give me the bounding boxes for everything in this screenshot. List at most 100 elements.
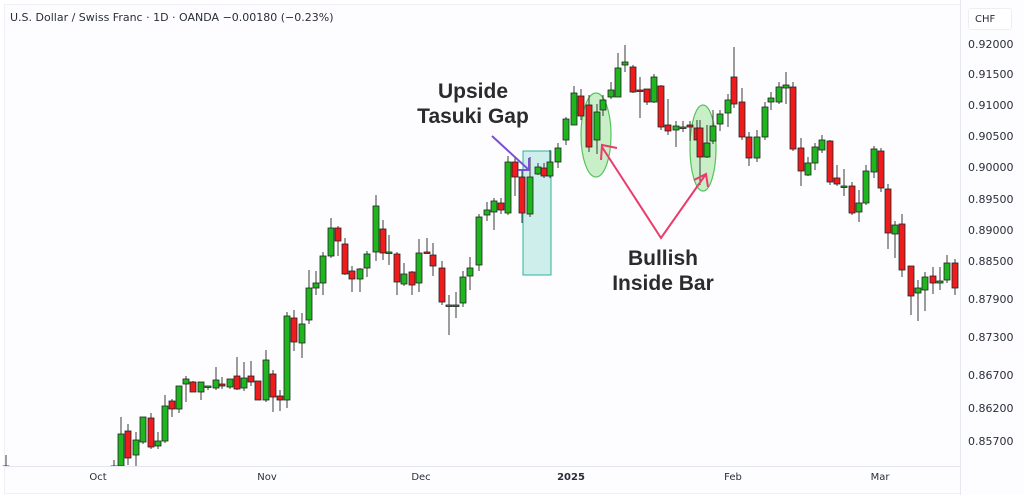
- candle: [730, 47, 738, 108]
- candle: [400, 263, 408, 286]
- candle: [650, 74, 658, 103]
- candle: [907, 265, 915, 315]
- candle: [914, 280, 922, 321]
- price-chart[interactable]: [0, 0, 960, 466]
- price-label: 0.89000: [968, 224, 1014, 237]
- candle: [738, 88, 746, 140]
- price-label: 0.88500: [968, 255, 1014, 268]
- candle: [870, 146, 878, 178]
- candle: [334, 226, 342, 256]
- candle: [110, 460, 118, 466]
- candle: [614, 53, 622, 98]
- candle: [753, 130, 761, 162]
- candle: [438, 261, 446, 305]
- inside-bar-label: Bullish Inside Bar: [612, 247, 714, 295]
- candle: [445, 295, 453, 335]
- candle: [898, 214, 906, 277]
- candle: [348, 266, 356, 292]
- candle: [855, 190, 863, 222]
- time-label: Feb: [724, 472, 742, 483]
- currency-button[interactable]: CHF: [968, 8, 1012, 30]
- candle: [621, 45, 629, 72]
- candle: [204, 385, 212, 390]
- candle: [724, 94, 732, 127]
- candle: [643, 88, 651, 105]
- candle: [423, 238, 431, 254]
- candle: [775, 82, 783, 104]
- candle: [212, 367, 220, 390]
- price-label: 0.87300: [968, 331, 1014, 344]
- candle: [161, 395, 169, 443]
- price-label: 0.86700: [968, 369, 1014, 382]
- candle: [826, 140, 834, 185]
- candle: [319, 252, 327, 295]
- candle: [385, 235, 393, 265]
- candle: [554, 143, 562, 168]
- candle: [833, 165, 841, 186]
- candle: [117, 417, 125, 466]
- candle: [884, 184, 892, 249]
- candle: [290, 310, 298, 351]
- candle: [672, 121, 680, 147]
- candle: [745, 132, 753, 166]
- candle: [408, 271, 416, 295]
- time-label: Dec: [411, 472, 431, 483]
- price-label: 0.87900: [968, 293, 1014, 306]
- candle: [189, 381, 197, 393]
- candle: [686, 121, 694, 141]
- candle: [599, 95, 607, 116]
- candle: [921, 272, 929, 311]
- candle: [483, 202, 491, 221]
- candle: [429, 243, 437, 276]
- candle: [936, 267, 944, 290]
- candle: [877, 148, 885, 192]
- candle: [168, 399, 176, 417]
- candle: [709, 110, 717, 144]
- candle: [452, 292, 460, 318]
- candle: [124, 424, 132, 465]
- candle: [356, 268, 364, 292]
- candle: [490, 198, 498, 230]
- candle: [848, 182, 856, 215]
- price-axis[interactable]: [960, 0, 1024, 495]
- price-label: 0.89500: [968, 193, 1014, 206]
- price-label: 0.91500: [968, 68, 1014, 81]
- candle: [818, 135, 826, 153]
- candle: [197, 381, 205, 400]
- candle: [393, 252, 401, 295]
- candle: [240, 362, 248, 391]
- price-label: 0.86200: [968, 402, 1014, 415]
- candle: [570, 86, 578, 126]
- candle: [782, 72, 790, 104]
- candle: [797, 138, 805, 186]
- candle: [182, 376, 190, 402]
- time-axis[interactable]: [4, 466, 960, 493]
- candle: [276, 390, 284, 411]
- candle: [664, 99, 672, 135]
- candle: [175, 385, 183, 413]
- candle: [497, 198, 505, 214]
- candle: [363, 251, 371, 277]
- candle: [247, 361, 255, 386]
- candle: [716, 110, 724, 131]
- candle: [518, 169, 526, 223]
- time-label: 2025: [557, 472, 585, 483]
- candle: [2, 455, 10, 466]
- time-label: Oct: [89, 472, 107, 483]
- candle: [147, 413, 155, 449]
- candle: [951, 259, 959, 295]
- candle: [679, 121, 687, 132]
- candle: [891, 221, 899, 258]
- candle: [629, 65, 637, 93]
- inside-bar-arrows: [601, 146, 707, 240]
- candle: [233, 357, 241, 390]
- candle: [607, 82, 615, 99]
- candle: [415, 239, 423, 292]
- candle: [546, 150, 554, 178]
- candle: [154, 432, 162, 449]
- candle: [379, 220, 387, 260]
- candle: [696, 120, 704, 185]
- candle: [372, 195, 380, 261]
- candle: [459, 271, 467, 307]
- candle: [577, 89, 585, 120]
